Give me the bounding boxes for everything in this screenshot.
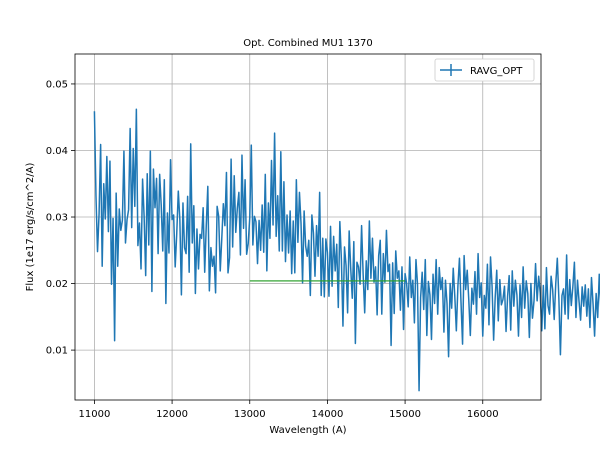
- legend-box: [434, 58, 535, 82]
- x-tick-label: 13000: [234, 409, 266, 420]
- chart-title: Opt. Combined MU1 1370: [243, 38, 372, 49]
- x-tick-label: 16000: [467, 409, 499, 420]
- legend: RAVG_OPT: [434, 58, 535, 82]
- x-axis-label: Wavelength (A): [269, 425, 346, 436]
- series-ravg-opt-line: [93, 108, 600, 392]
- axes-frame: [74, 53, 542, 401]
- y-axis-label: Flux (1e17 erg/s/cm^2/A): [25, 163, 36, 292]
- plot-area: [93, 108, 600, 392]
- y-tick-label: 0.05: [46, 79, 68, 90]
- y-tick-label: 0.02: [46, 279, 68, 290]
- legend-label-ravg-opt: RAVG_OPT: [470, 66, 523, 77]
- x-tick-label: 14000: [312, 409, 344, 420]
- axis-ticks: 11000 12000 13000 14000 15000 16000 0.01 0.02 0.…: [46, 79, 499, 420]
- x-tick-label: 12000: [156, 409, 188, 420]
- x-tick-label: 15000: [389, 409, 421, 420]
- y-tick-label: 0.04: [46, 146, 68, 157]
- x-tick-label: 11000: [79, 409, 111, 420]
- y-tick-label: 0.01: [46, 346, 68, 357]
- y-tick-label: 0.03: [46, 213, 68, 224]
